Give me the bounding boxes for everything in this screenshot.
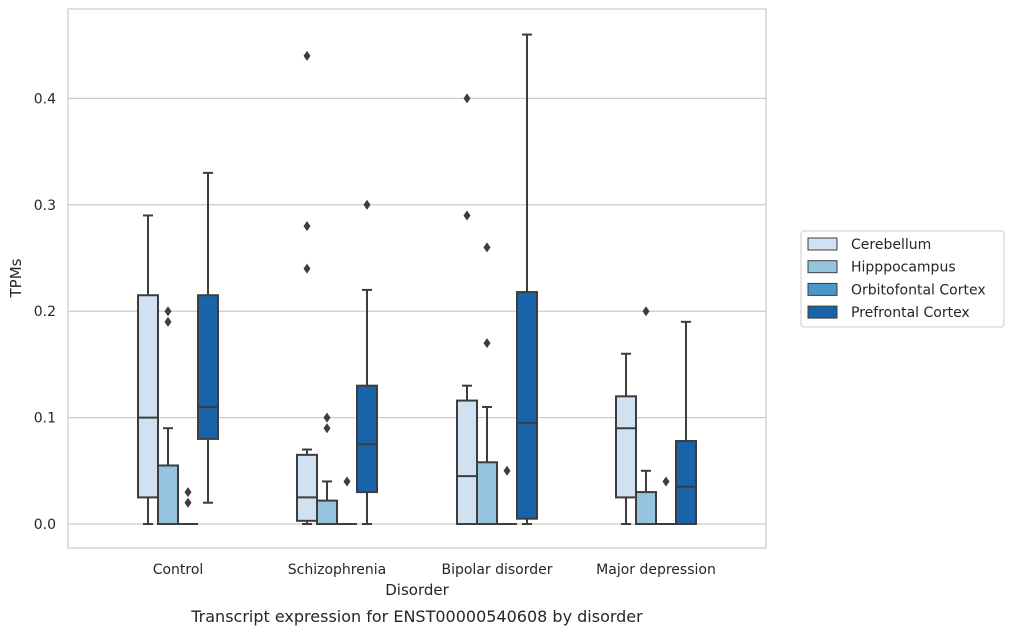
box-iqr bbox=[635, 491, 657, 525]
y-tick-label: 0.2 bbox=[34, 304, 56, 320]
outlier-point bbox=[483, 338, 491, 349]
box-bipolar-disorder-orbitofontal-cortex bbox=[497, 465, 517, 525]
box-iqr bbox=[137, 294, 159, 499]
boxes bbox=[137, 33, 697, 526]
legend-label: Orbitofontal Cortex bbox=[851, 282, 986, 298]
y-tick-label: 0.3 bbox=[34, 198, 56, 214]
legend-swatch bbox=[807, 282, 838, 296]
box-iqr bbox=[296, 453, 318, 522]
outlier-point bbox=[483, 242, 491, 253]
box-control-prefrontal-cortex bbox=[197, 171, 219, 504]
box-iqr bbox=[316, 499, 338, 526]
box-major-depression-cerebellum bbox=[615, 352, 637, 525]
legend-swatch bbox=[807, 260, 838, 274]
outlier-point bbox=[184, 487, 192, 498]
outlier-point bbox=[463, 210, 471, 221]
box-iqr bbox=[615, 395, 637, 499]
box-iqr bbox=[197, 294, 219, 440]
box-bipolar-disorder-prefrontal-cortex bbox=[516, 33, 538, 525]
outlier-point bbox=[323, 412, 331, 423]
box-iqr bbox=[675, 440, 697, 525]
x-tick-labels: Control Schizophrenia Bipolar disorder Majo… bbox=[153, 562, 716, 578]
outlier-point bbox=[463, 93, 471, 104]
plot-frame bbox=[67, 8, 767, 549]
box-schizophrenia-prefrontal-cortex bbox=[356, 199, 378, 525]
legend-label: Cerebellum bbox=[851, 237, 931, 253]
outlier-point bbox=[184, 497, 192, 508]
y-axis-label: TPMs bbox=[7, 258, 25, 298]
legend-swatch bbox=[807, 305, 838, 319]
box-iqr bbox=[456, 399, 478, 525]
box-major-depression-hipppocampus bbox=[635, 306, 657, 525]
outlier-point bbox=[642, 306, 650, 317]
box-control-orbitofontal-cortex bbox=[178, 487, 198, 525]
chart-caption: Transcript expression for ENST0000054060… bbox=[190, 607, 643, 626]
outlier-point bbox=[303, 263, 311, 274]
box-schizophrenia-cerebellum bbox=[296, 50, 318, 525]
x-tick-label: Control bbox=[153, 562, 204, 578]
box-bipolar-disorder-hipppocampus bbox=[476, 242, 498, 525]
box-iqr bbox=[476, 461, 498, 525]
outlier-point bbox=[164, 306, 172, 317]
box-iqr bbox=[516, 291, 538, 520]
x-tick-label: Bipolar disorder bbox=[441, 562, 552, 578]
outlier-point bbox=[343, 476, 351, 487]
box-bipolar-disorder-cerebellum bbox=[456, 93, 478, 525]
outlier-point bbox=[303, 50, 311, 61]
outlier-point bbox=[662, 476, 670, 487]
box-schizophrenia-orbitofontal-cortex bbox=[337, 476, 357, 525]
box-control-hipppocampus bbox=[157, 306, 179, 526]
x-tick-label: Major depression bbox=[596, 562, 716, 578]
legend-frame bbox=[800, 230, 1005, 328]
outlier-point bbox=[503, 465, 511, 476]
legend: Cerebellum Hipppocampus Orbitofontal Corte… bbox=[800, 230, 1005, 328]
box-major-depression-orbitofontal-cortex bbox=[656, 476, 676, 525]
box-iqr bbox=[356, 384, 378, 494]
box-control-cerebellum bbox=[137, 214, 159, 525]
outlier-point bbox=[323, 423, 331, 434]
y-tick-label: 0.4 bbox=[34, 91, 56, 107]
box-schizophrenia-hipppocampus bbox=[316, 412, 338, 526]
legend-swatch bbox=[807, 237, 838, 251]
x-tick-label: Schizophrenia bbox=[288, 562, 386, 578]
box-major-depression-prefrontal-cortex bbox=[675, 320, 697, 525]
x-axis-label: Disorder bbox=[385, 581, 449, 599]
outlier-point bbox=[303, 221, 311, 232]
box-iqr bbox=[157, 464, 179, 526]
y-tick-label: 0.1 bbox=[34, 411, 56, 427]
y-tick-labels: 0.0 0.1 0.2 0.3 0.4 bbox=[34, 91, 56, 533]
outlier-point bbox=[164, 316, 172, 327]
legend-label: Hipppocampus bbox=[851, 260, 956, 276]
y-tick-label: 0.0 bbox=[34, 517, 56, 533]
legend-label: Prefrontal Cortex bbox=[851, 305, 970, 321]
outlier-point bbox=[363, 199, 371, 210]
